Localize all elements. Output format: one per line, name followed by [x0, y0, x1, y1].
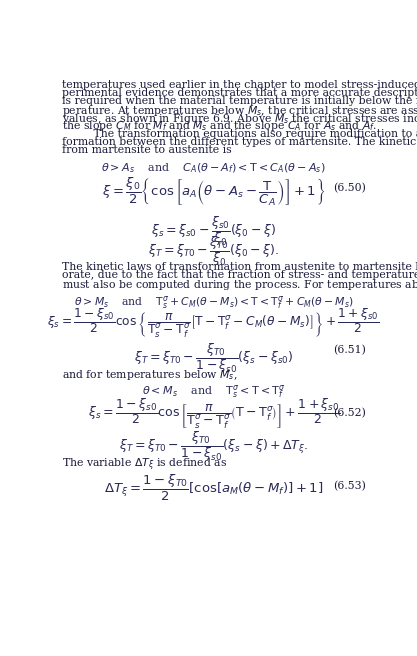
- Text: (6.51): (6.51): [333, 345, 366, 356]
- Text: $\xi_T = \xi_{T0} - \dfrac{\xi_{T0}}{1-\xi_{s0}}(\xi_s - \xi_{s0})$: $\xi_T = \xi_{T0} - \dfrac{\xi_{T0}}{1-\…: [134, 341, 294, 375]
- Text: (6.52): (6.52): [333, 408, 366, 419]
- Text: must also be computed during the process. For temperatures above $M_s$,: must also be computed during the process…: [62, 278, 417, 292]
- Text: formation between the different types of martensite. The kinetic law for convers: formation between the different types of…: [62, 137, 417, 147]
- Text: $\xi_T = \xi_{T0} - \dfrac{\xi_{T0}}{1-\xi_{s0}}(\xi_s - \xi) + \Delta T_{\xi}.$: $\xi_T = \xi_{T0} - \dfrac{\xi_{T0}}{1-\…: [119, 430, 308, 463]
- Text: $\xi = \dfrac{\xi_0}{2}\left\{\cos\left[a_A\left(\theta - A_s - \dfrac{\mathrm{T: $\xi = \dfrac{\xi_0}{2}\left\{\cos\left[…: [102, 176, 325, 208]
- Text: orate, due to the fact that the fraction of stress- and temperature-induced mart: orate, due to the fact that the fraction…: [62, 270, 417, 280]
- Text: The variable $\Delta T_{\xi}$ is defined as: The variable $\Delta T_{\xi}$ is defined…: [62, 457, 227, 473]
- Text: and for temperatures below $M_s$,: and for temperatures below $M_s$,: [62, 367, 237, 382]
- Text: $\Delta T_{\xi} = \dfrac{1-\xi_{T0}}{2}[\cos[a_M(\theta - M_f)] + 1]$: $\Delta T_{\xi} = \dfrac{1-\xi_{T0}}{2}[…: [104, 473, 324, 503]
- Text: $\theta > M_s$    and    $\mathrm{T}_s^{\sigma} + C_M(\theta - M_s) < \mathrm{T}: $\theta > M_s$ and $\mathrm{T}_s^{\sigma…: [74, 294, 354, 311]
- Text: temperatures used earlier in the chapter to model stress-induced transformation.: temperatures used earlier in the chapter…: [62, 80, 417, 91]
- Text: perimental evidence demonstrates that a more accurate description of this relati: perimental evidence demonstrates that a …: [62, 88, 417, 98]
- Text: values, as shown in Figure 6.9. Above $M_s$ the critical stresses increase linea: values, as shown in Figure 6.9. Above $M…: [62, 112, 417, 125]
- Text: (6.53): (6.53): [333, 481, 366, 491]
- Text: $\xi_s = \dfrac{1-\xi_{s0}}{2}\cos\left[\dfrac{\pi}{\mathrm{T}_s^{\sigma} - \mat: $\xi_s = \dfrac{1-\xi_{s0}}{2}\cos\left[…: [88, 397, 340, 431]
- Text: from martensite to austenite is: from martensite to austenite is: [62, 145, 231, 155]
- Text: is required when the material temperature is initially below the martensitic sta: is required when the material temperatur…: [62, 96, 417, 106]
- Text: The kinetic laws of transformation from austenite to martensite become more elab: The kinetic laws of transformation from …: [62, 262, 417, 272]
- Text: the slope $C_M$ for $M_f$ and $M_s$ and the slope $C_A$ for $A_s$ and $A_f$.: the slope $C_M$ for $M_f$ and $M_s$ and …: [62, 119, 377, 133]
- Text: perature. At temperatures below $M_s$, the critical stresses are assumed to be c: perature. At temperatures below $M_s$, t…: [62, 104, 417, 117]
- Text: $\theta > A_s$    and    $C_A(\theta - A_f) < \mathrm{T} < C_A(\theta - A_s)$: $\theta > A_s$ and $C_A(\theta - A_f) < …: [101, 162, 326, 175]
- Text: $\xi_s = \xi_{s0} - \dfrac{\xi_{s0}}{\xi_0}(\xi_0 - \xi)$: $\xi_s = \xi_{s0} - \dfrac{\xi_{s0}}{\xi…: [151, 214, 276, 248]
- Text: The transformation equations also require modification to account for the trans-: The transformation equations also requir…: [76, 129, 417, 139]
- Text: $\xi_s = \dfrac{1-\xi_{s0}}{2}\cos\left\{\dfrac{\pi}{\mathrm{T}_s^{\sigma} - \ma: $\xi_s = \dfrac{1-\xi_{s0}}{2}\cos\left\…: [48, 307, 380, 340]
- Text: $\theta < M_s$    and    $\mathrm{T}_s^{\sigma} < \mathrm{T} < \mathrm{T}_f^{\si: $\theta < M_s$ and $\mathrm{T}_s^{\sigma…: [142, 382, 286, 400]
- Text: $\xi_T = \xi_{T0} - \dfrac{\xi_{T0}}{\xi_0}(\xi_0 - \xi).$: $\xi_T = \xi_{T0} - \dfrac{\xi_{T0}}{\xi…: [148, 234, 279, 268]
- Text: (6.50): (6.50): [333, 184, 366, 194]
